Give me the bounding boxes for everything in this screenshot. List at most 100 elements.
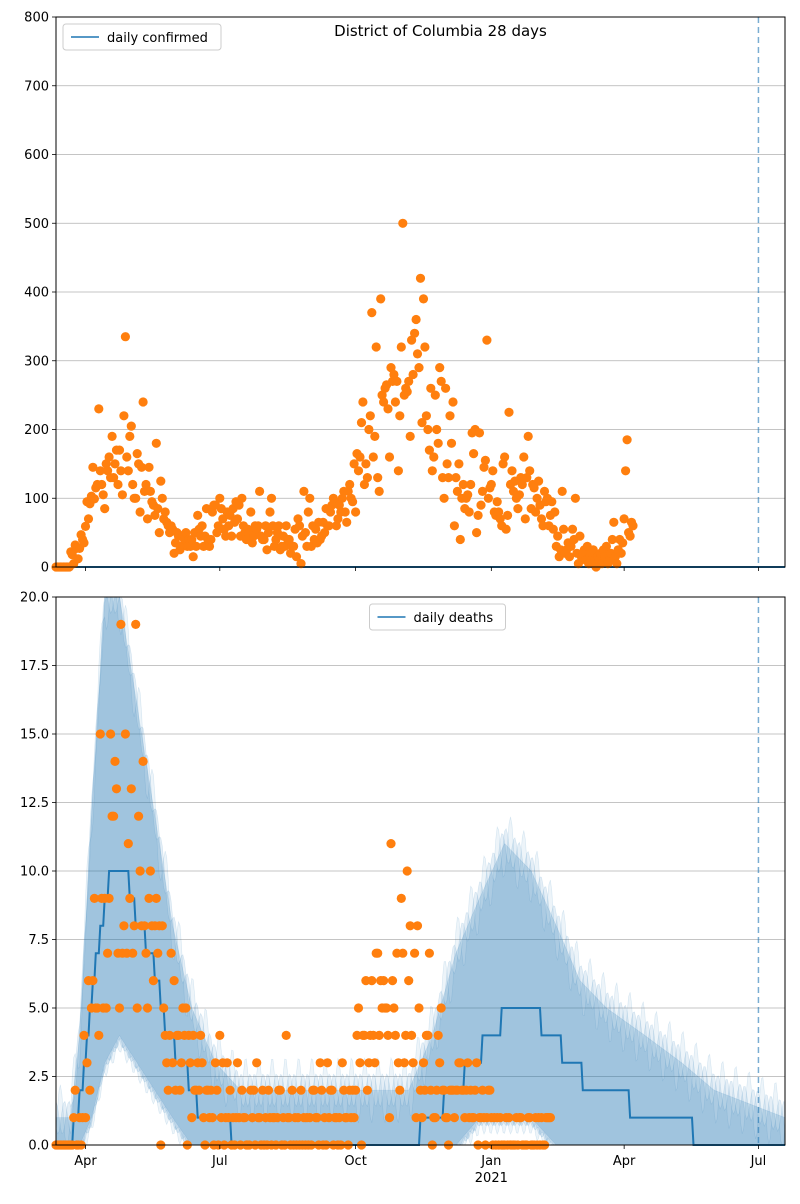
data-point [480,455,490,465]
confirmed-ticks: 0 100 200 300 400 500 600 700 800 [24,11,759,576]
data-point [125,893,135,904]
data-point [342,517,352,527]
data-point [128,479,138,490]
data-point [109,811,119,821]
data-point [303,507,313,517]
data-point [466,479,476,490]
data-point [621,466,631,476]
data-point [70,1085,80,1095]
data-point [566,541,576,552]
y-tick-label: 200 [24,423,49,438]
data-point [370,431,380,441]
data-point [222,1058,232,1068]
data-point [299,486,309,496]
data-point [187,534,197,545]
y-tick-label: 500 [24,217,49,232]
data-point [337,1058,347,1068]
data-point [612,559,622,569]
data-point [232,514,243,524]
data-point [114,1003,125,1013]
data-point [132,449,142,459]
data-point [232,1058,243,1068]
data-point [123,466,133,476]
deaths-ticks: 0.0 2.5 5.0 7.5 10.0 12.5 15.0 17.5 20.0 Apr Jul Oc… [20,591,766,1170]
data-point [545,1113,556,1123]
data-point [435,363,445,373]
data-point [237,1085,247,1095]
data-point [553,531,563,541]
data-point [349,1113,359,1123]
data-point [573,559,584,569]
data-point [175,1085,185,1095]
data-point [514,490,525,500]
y-tick-label: 20.0 [20,591,49,606]
data-point [176,1058,186,1068]
data-point [371,342,381,352]
data-point [601,541,612,552]
data-point [559,524,569,534]
data-point [622,435,632,445]
y-tick-label: 15.0 [20,728,49,743]
data-point [142,1003,153,1013]
data-point [374,486,384,496]
data-point [458,479,468,490]
data-point [463,1058,473,1068]
data-point [482,335,492,345]
data-point [384,1113,395,1123]
data-point [463,490,473,500]
data-point [151,438,161,448]
data-point [281,1030,291,1040]
data-point [470,1085,480,1095]
data-point [110,459,120,469]
data-point [101,459,111,469]
data-point [529,483,539,493]
data-point [500,452,510,462]
x-tick-label: Oct [344,1154,366,1169]
data-point [534,476,544,486]
data-point [122,452,132,462]
data-point [427,466,437,476]
data-point [426,383,436,393]
data-point [85,1085,95,1095]
data-point [361,459,371,469]
data-point [430,390,440,400]
data-point [411,314,421,325]
data-point [386,839,396,849]
data-point [82,1058,92,1068]
data-point [148,976,158,986]
data-point [618,538,628,548]
deaths-points [51,619,556,1150]
data-point [373,948,383,958]
data-point [128,948,138,958]
data-point [88,976,98,986]
data-point [157,921,167,931]
data-point [296,1085,306,1095]
data-point [472,528,482,538]
data-point [324,521,334,531]
data-point [379,976,389,986]
data-point [483,493,493,503]
data-point [442,1113,452,1123]
data-point [504,1113,514,1123]
data-point [402,866,412,876]
data-point [104,893,114,904]
data-point [479,462,489,472]
data-point [284,534,294,545]
data-point [523,431,533,441]
data-point [291,552,302,562]
data-point [367,976,377,986]
data-point [134,811,144,821]
data-point [513,504,523,514]
data-point [120,729,130,739]
data-point [139,921,150,931]
data-point [188,1030,198,1040]
data-point [395,411,405,421]
data-point [536,514,547,524]
data-point [432,424,442,435]
data-point [420,342,430,352]
x-axis-year-label: 2021 [475,1171,508,1186]
data-point [165,1030,175,1040]
data-point [266,493,277,503]
data-point [169,976,179,986]
